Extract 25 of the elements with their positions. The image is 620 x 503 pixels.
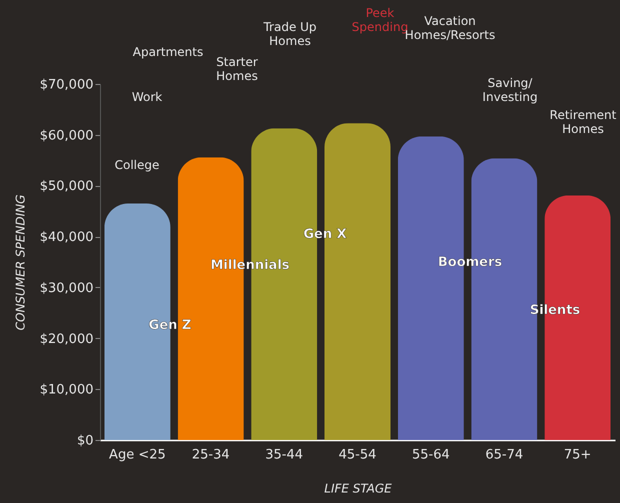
- y-tick-label: $70,000: [40, 78, 94, 92]
- x-tick-label: 45-54: [338, 448, 376, 462]
- text: Trade Up Homes: [262, 20, 317, 48]
- y-tick-label: $30,000: [40, 280, 94, 296]
- y-axis-title: CONSUMER SPENDING: [14, 194, 28, 330]
- x-tick-label: 65-74: [485, 448, 524, 462]
- x-tick-label: 75+: [564, 448, 592, 462]
- x-tick-label: 25-34: [192, 448, 230, 462]
- y-tick-label: $60,000: [40, 128, 94, 144]
- annotation: College: [114, 158, 160, 172]
- text: Apartments: [132, 45, 204, 59]
- y-tick-label: $20,000: [40, 332, 94, 347]
- annotation: Work: [132, 90, 162, 104]
- x-tick-label: 35-44: [265, 448, 304, 462]
- y-tick-label: $0: [76, 434, 94, 448]
- annotation: Retirement Homes: [550, 108, 617, 136]
- annotation: Millennials: [210, 258, 290, 273]
- x-tick-label: Age <25: [109, 448, 166, 462]
- annotation: Saving/ Investing: [482, 76, 538, 104]
- x-tick-label: 55-64: [412, 448, 450, 462]
- y-tick-label: $10,000: [40, 382, 94, 398]
- x-axis-title: LIFE STAGE: [324, 482, 392, 496]
- y-tick-label: $50,000: [40, 179, 94, 194]
- text: Starter Homes: [216, 54, 258, 83]
- y-tick-label: $40,000: [40, 230, 94, 246]
